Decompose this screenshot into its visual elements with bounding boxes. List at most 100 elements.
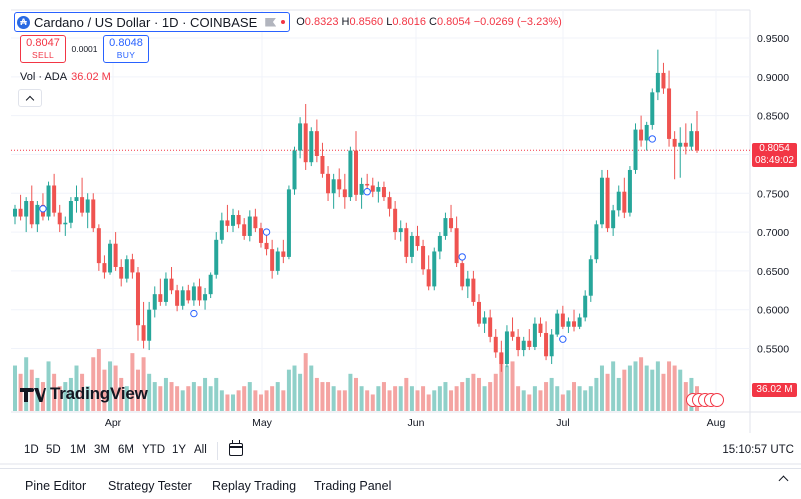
- volume-bar: [292, 365, 297, 411]
- candle-body: [342, 189, 347, 198]
- candle-body: [320, 155, 325, 174]
- candle-body: [622, 191, 627, 213]
- market-status-icon: [281, 20, 286, 24]
- candle-body: [572, 321, 577, 327]
- volume-bar: [594, 377, 599, 411]
- chevron-up-icon[interactable]: [778, 475, 789, 486]
- x-tick-label: Apr: [105, 417, 122, 429]
- candle-body: [258, 228, 263, 243]
- candle-body: [197, 286, 202, 301]
- candle-body: [219, 220, 224, 240]
- volume-bar: [510, 361, 515, 411]
- high-label: H: [341, 16, 350, 28]
- volume-bar: [359, 386, 364, 411]
- candle-body: [370, 185, 375, 192]
- candle-body: [102, 263, 107, 273]
- volume-bar: [208, 386, 213, 411]
- sell-button[interactable]: 0.8047 SELL: [20, 35, 66, 63]
- candle-body: [124, 259, 129, 279]
- range-all[interactable]: All: [194, 444, 207, 456]
- spread-value: 0.0001: [71, 44, 98, 54]
- range-3m[interactable]: 3M: [94, 444, 110, 456]
- volume-value: 36.02 M: [71, 71, 111, 83]
- volume-label: Vol · ADA: [20, 71, 68, 83]
- candle-body: [24, 201, 29, 217]
- candle-body: [493, 336, 498, 353]
- range-ytd[interactable]: YTD: [142, 444, 165, 456]
- high-value: 0.8560: [349, 16, 384, 28]
- range-5d[interactable]: 5D: [46, 444, 61, 456]
- candle-body: [510, 331, 515, 337]
- candle-body: [191, 286, 196, 301]
- volume-bar: [163, 377, 168, 411]
- candle-body: [57, 212, 62, 225]
- toolbar-divider: [217, 442, 218, 460]
- volume-bar: [298, 373, 303, 411]
- candle-body: [365, 183, 370, 186]
- tradingview-logo[interactable]: TradingView: [20, 384, 148, 404]
- volume-bar: [421, 386, 426, 411]
- candle-body: [381, 187, 386, 198]
- volume-bar: [108, 361, 113, 411]
- buy-button[interactable]: 0.8048 BUY: [103, 35, 149, 63]
- dividend-marker-icon: [458, 253, 466, 261]
- calendar-icon[interactable]: [229, 440, 243, 456]
- ohlc-values: O0.8323 H0.8560 L0.8016 C0.8054 −0.0269 …: [296, 16, 562, 28]
- candle-body: [611, 210, 616, 229]
- candle-body: [281, 251, 286, 257]
- candle-body: [404, 228, 409, 257]
- volume-bar: [175, 386, 180, 411]
- volume-bar: [555, 386, 560, 411]
- collapse-legend-button[interactable]: [18, 89, 42, 107]
- candle-body: [655, 72, 660, 93]
- volume-bar: [275, 382, 280, 411]
- tab-replay-trading[interactable]: Replay Trading: [212, 479, 297, 493]
- range-1m[interactable]: 1M: [70, 444, 86, 456]
- candle-body: [68, 201, 73, 223]
- candle-body: [35, 204, 40, 225]
- candle-body: [560, 313, 565, 327]
- volume-bar: [605, 373, 610, 411]
- timezone-clock[interactable]: 15:10:57 UTC: [722, 444, 794, 456]
- volume-bar: [449, 390, 454, 411]
- candle-body: [152, 294, 157, 310]
- volume-bar: [460, 382, 465, 411]
- candle-body: [678, 142, 683, 147]
- tab-pine-editor[interactable]: Pine Editor: [25, 479, 87, 493]
- volume-bar: [667, 361, 672, 411]
- candle-body: [409, 235, 414, 257]
- candle-body: [186, 290, 191, 301]
- sell-label: SELL: [32, 50, 54, 60]
- candle-body: [449, 218, 454, 229]
- volume-bar: [672, 365, 677, 411]
- flag-icon[interactable]: [265, 17, 277, 27]
- candle-body: [331, 179, 336, 194]
- volume-bar: [242, 386, 247, 411]
- dividend-marker-icon: [363, 187, 371, 196]
- candle-body: [426, 269, 431, 287]
- y-tick-label: 0.7500: [757, 188, 789, 200]
- tab-strategy-tester[interactable]: Strategy Tester: [108, 479, 192, 493]
- tab-trading-panel[interactable]: Trading Panel: [314, 479, 392, 493]
- range-1y[interactable]: 1Y: [172, 444, 187, 456]
- range-6m[interactable]: 6M: [118, 444, 134, 456]
- candle-body: [96, 228, 101, 264]
- candle-body: [566, 321, 571, 327]
- volume-bar: [236, 390, 241, 411]
- event-marker-icon[interactable]: [710, 393, 724, 407]
- volume-bar: [96, 349, 101, 411]
- range-1d[interactable]: 1D: [24, 444, 39, 456]
- candle-body: [454, 228, 459, 264]
- symbol-selector[interactable]: ₳ Cardano / US Dollar · 1D · COINBASE: [14, 12, 291, 32]
- candle-body: [633, 129, 638, 170]
- volume-bar: [141, 357, 146, 411]
- volume-bar: [611, 361, 616, 411]
- volume-bar: [320, 382, 325, 411]
- volume-bar: [376, 386, 381, 411]
- candle-body: [113, 243, 118, 267]
- candle-body: [398, 228, 403, 233]
- events-markers[interactable]: [686, 393, 726, 407]
- volume-bar: [560, 394, 565, 411]
